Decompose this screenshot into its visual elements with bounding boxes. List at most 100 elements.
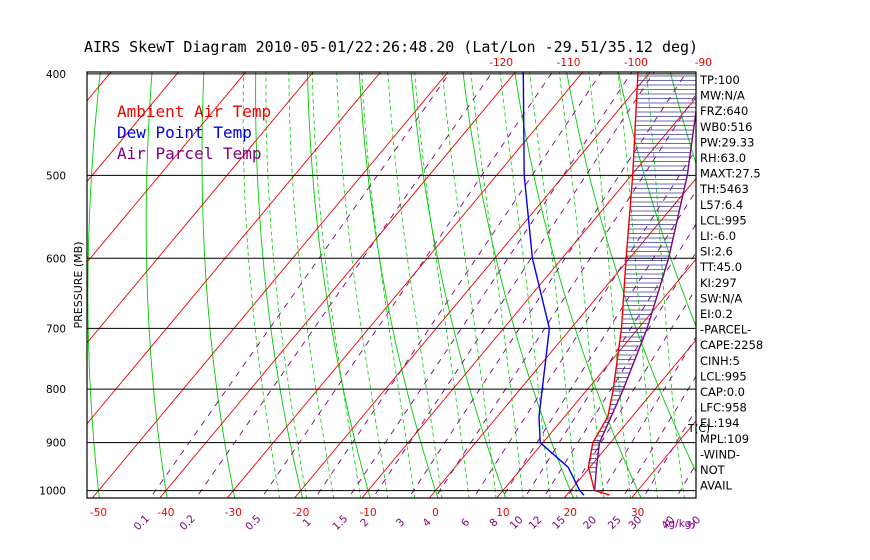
stat-line: FRZ:640 <box>700 104 748 118</box>
moist-adiabat <box>617 72 658 498</box>
top-temp-tick-label: -110 <box>557 57 581 69</box>
mixing-ratio-line <box>372 72 655 498</box>
bottom-temp-tick-label: 20 <box>564 507 577 519</box>
stat-line: CINH:5 <box>700 354 740 368</box>
bottom-temp-tick-label: 10 <box>496 507 509 519</box>
legend-entry: Dew Point Temp <box>117 123 252 142</box>
moist-adiabat <box>361 72 416 498</box>
cape-hatch-area <box>588 75 696 473</box>
dry-adiabat <box>735 0 870 513</box>
isotherm <box>496 258 696 498</box>
moist-adiabat <box>470 72 524 498</box>
mixing-ratio-tick-label: 12 <box>527 514 545 532</box>
bottom-temp-tick-label: 0 <box>432 507 439 519</box>
mixing-ratio-tick-label: 3 <box>394 516 407 529</box>
y-axis-label: PRESSURE (MB) <box>72 242 85 329</box>
mixing-ratio-tick-label: 1.5 <box>330 513 350 533</box>
mixing-ratio-line <box>501 189 696 498</box>
y-tick-label: 700 <box>46 323 66 335</box>
moist-adiabat <box>312 72 362 498</box>
isotherm <box>87 72 382 425</box>
y-tick-label: 500 <box>46 170 66 182</box>
stat-line: CAPE:2258 <box>700 338 763 352</box>
mixing-ratio-tick-label: 1 <box>300 516 313 529</box>
isotherm <box>159 72 517 498</box>
stat-line: MPL:109 <box>700 432 749 446</box>
isotherm <box>754 0 870 513</box>
bottom-temp-tick-label: -40 <box>157 507 174 519</box>
chart-title: AIRS SkewT Diagram 2010-05-01/22:26:48.2… <box>84 38 698 56</box>
y-tick-label: 400 <box>46 69 66 81</box>
mixing-ratio-line <box>149 72 451 498</box>
y-tick-label: 1000 <box>39 486 66 498</box>
legend-entry: Ambient Air Temp <box>117 102 271 121</box>
bottom-temp-tick-label: -10 <box>360 507 377 519</box>
isotherm <box>87 72 314 344</box>
mixing-ratio-tick-label: 20 <box>581 514 599 532</box>
isotherm <box>428 177 696 498</box>
legend-entry: Air Parcel Temp <box>117 144 262 163</box>
isotherm <box>91 72 449 498</box>
bottom-temp-tick-label: -30 <box>225 507 242 519</box>
dry-adiabat <box>358 72 439 498</box>
stat-line: LFC:958 <box>700 401 747 415</box>
plot-frame <box>86 71 697 499</box>
series-layer <box>522 72 696 496</box>
stat-line: -PARCEL- <box>700 323 751 337</box>
mixing-ratio-line <box>597 336 696 498</box>
dry-adiabat <box>807 0 870 513</box>
dry-adiabat <box>87 72 101 498</box>
legend: Ambient Air Temp Dew Point Temp Air Parcel… <box>117 102 271 163</box>
mixing-ratio-line <box>434 93 696 498</box>
stat-line: SW:N/A <box>700 291 742 305</box>
stat-line: CAP:0.0 <box>700 385 745 399</box>
moist-adiabat <box>645 72 685 498</box>
stat-line: EL:194 <box>700 416 740 430</box>
moist-adiabat <box>336 72 389 498</box>
stat-line: TH:5463 <box>699 182 749 196</box>
bottom-temp-tick-label: 30 <box>631 507 644 519</box>
stat-line: EI:0.2 <box>700 307 733 321</box>
y-tick-label: 600 <box>46 253 66 265</box>
dry-adiabat <box>145 72 168 498</box>
stat-line: -WIND- <box>700 447 740 461</box>
isotherm <box>87 72 112 102</box>
stat-line: L57:6.4 <box>700 198 743 212</box>
axes-layer: 1002003004005006007008009001000PRESSURE … <box>39 57 712 533</box>
bottom-temp-tick-label: -20 <box>292 507 309 519</box>
dry-adiabat <box>617 72 696 328</box>
x-axis-label: T(C) <box>687 423 710 435</box>
mixing-ratio-line <box>195 72 493 498</box>
moist-adiabat <box>242 72 281 498</box>
mixing-ratio-tick-label: 0.5 <box>243 513 263 533</box>
dry-adiabat <box>255 72 303 498</box>
stat-line: MAXT:27.5 <box>700 167 761 181</box>
stat-line: LI:-6.0 <box>700 229 736 243</box>
stat-line: LCL:995 <box>700 213 747 227</box>
moist-adiabat <box>529 72 578 498</box>
dry-adiabat <box>771 0 870 513</box>
series-line-ambient-air-temp <box>587 72 639 496</box>
y-tick-label: 900 <box>46 438 66 450</box>
stat-line: TP:100 <box>699 73 740 87</box>
mixing-ratio-line <box>566 287 696 498</box>
dry-adiabat <box>201 72 236 498</box>
mixing-ratio-line <box>542 251 696 498</box>
moist-adiabat <box>414 72 470 498</box>
stat-line: PW:29.33 <box>700 135 754 149</box>
mixing-ratio-line <box>314 72 603 498</box>
bottom-temp-tick-label: -50 <box>90 507 107 519</box>
top-temp-tick-label: -100 <box>624 57 648 69</box>
stat-line: TT:45.0 <box>699 260 742 274</box>
dry-adiabat <box>410 72 507 498</box>
moist-adiabat <box>588 72 632 498</box>
stat-line: NOT <box>700 463 726 477</box>
isotherm <box>226 72 584 498</box>
mixing-ratio-tick-label: 10 <box>508 514 526 532</box>
moist-adiabat <box>265 72 308 498</box>
mixing-ratio-tick-label: 0.1 <box>132 513 152 533</box>
mixing-ratio-tick-label: 0.2 <box>178 513 198 533</box>
series-line-dew-point-temp <box>522 72 585 496</box>
